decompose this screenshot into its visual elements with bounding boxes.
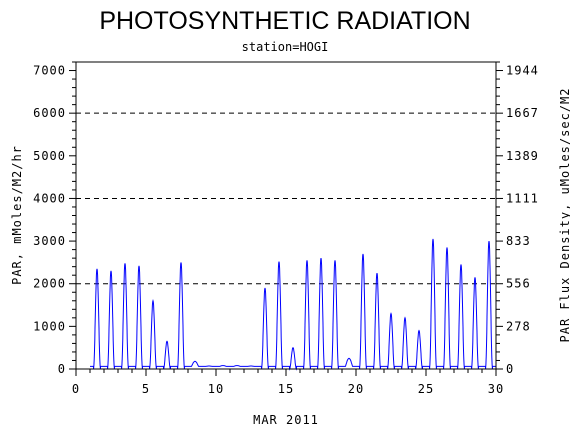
- chart-subtitle: station=HOGI: [242, 40, 329, 54]
- chart-title: PHOTOSYNTHETIC RADIATION: [99, 7, 470, 35]
- y-left-tick-label: 3000: [33, 234, 66, 248]
- plot-frame: [75, 61, 497, 370]
- x-tick-label: 0: [72, 382, 80, 396]
- y-left-tick-label: 0: [58, 362, 66, 376]
- y-right-tick-label: 1944: [506, 64, 539, 78]
- gridlines: [76, 112, 496, 285]
- y-right-tick-label: 1389: [506, 149, 539, 163]
- series-layer: [90, 238, 496, 371]
- x-tick-label: 15: [278, 382, 294, 396]
- y-right-tick-label: 556: [506, 277, 531, 291]
- y-left-tick-label: 5000: [33, 149, 66, 163]
- x-axis-label: MAR 2011: [253, 413, 319, 427]
- y-axis-left-label: PAR, mMoles/M2/hr: [10, 145, 24, 285]
- y-axis-left: 0 1000 2000 3000 4000 5000 6000 7000: [33, 61, 76, 376]
- y-left-tick-label: 2000: [33, 277, 66, 291]
- y-axis-right: 0 278 556 833 1111 1389 1667 1944: [496, 61, 539, 376]
- x-tick-label: 30: [488, 382, 504, 396]
- y-left-tick-label: 1000: [33, 319, 66, 333]
- y-left-tick-label: 4000: [33, 191, 66, 205]
- y-axis-right-label: PAR Flux Density, uMoles/sec/M2: [558, 88, 570, 343]
- x-tick-label: 5: [142, 382, 150, 396]
- y-right-tick-label: 833: [506, 234, 531, 248]
- x-tick-label: 20: [348, 382, 364, 396]
- y-left-tick-label: 7000: [33, 64, 66, 78]
- y-right-tick-label: 1111: [506, 191, 539, 205]
- x-axis: 0 5 10 15 20 25 30: [72, 369, 504, 396]
- y-right-tick-label: 1667: [506, 106, 539, 120]
- par-series-line: [90, 238, 496, 371]
- y-right-tick-label: 0: [506, 362, 514, 376]
- y-left-tick-label: 6000: [33, 106, 66, 120]
- x-tick-label: 10: [208, 382, 224, 396]
- x-tick-label: 25: [418, 382, 434, 396]
- y-right-tick-label: 278: [506, 319, 531, 333]
